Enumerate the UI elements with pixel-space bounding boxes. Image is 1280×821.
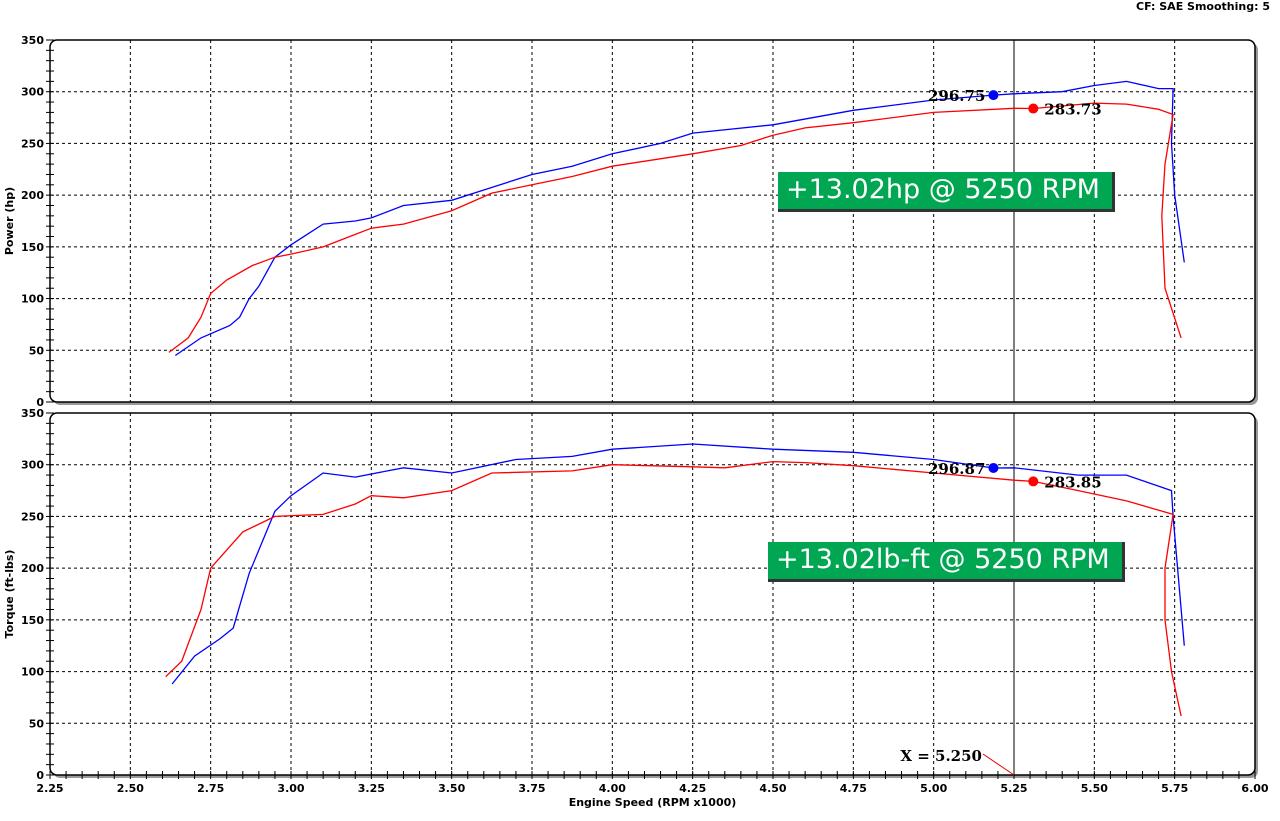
x-tick-label: 3.50 [438,782,465,795]
marker-value-label: 283.73 [1044,101,1101,119]
y-tick-label: 100 [21,666,44,679]
x-tick-label: 4.25 [679,782,706,795]
x-tick-label: 5.25 [1000,782,1027,795]
series-line-blue [171,443,1185,685]
x-axis-label: Engine Speed (RPM x1000) [569,796,737,809]
x-tick-label: 2.50 [117,782,144,795]
x-tick-label: 2.75 [197,782,224,795]
x-tick-label: 6.00 [1241,782,1268,795]
y-tick-label: 50 [29,344,45,357]
power-gain-annotation: +13.02hp @ 5250 RPM [778,172,1115,212]
x-tick-label: 4.75 [840,782,867,795]
marker-value-label: 296.75 [928,87,985,105]
value-marker [988,90,999,101]
y-tick-label: 200 [21,189,44,202]
marker-value-label: 283.85 [1044,473,1101,491]
y-axis-label: Power (hp) [3,187,16,255]
y-tick-label: 50 [29,717,45,730]
power-panel: 0 50 100 150 200 250 300 350 Power (hp) 296.75 283… [3,34,1258,409]
y-tick-label: 300 [21,459,44,472]
series-line-blue [174,80,1185,357]
x-tick-label: 3.75 [518,782,545,795]
y-tick-label: 350 [21,407,44,420]
y-tick-label: 200 [21,562,44,575]
torque-gain-annotation: +13.02lb-ft @ 5250 RPM [768,542,1125,582]
value-marker [1028,103,1039,114]
x-tick-label: 5.00 [920,782,947,795]
y-axis-label: Torque (ft-lbs) [3,550,16,639]
plot-frame [49,39,1256,403]
x-tick-label: 4.50 [759,782,786,795]
series-line-red [168,102,1182,353]
x-tick-label: 3.00 [277,782,304,795]
cursor-leader-line [982,753,1015,776]
x-tick-label: 2.25 [36,782,63,795]
y-tick-label: 250 [21,137,44,150]
marker-value-label: 296.87 [928,460,985,478]
x-tick-label: 3.25 [358,782,385,795]
y-tick-label: 250 [21,510,44,523]
cursor-x-label: X = 5.250 [900,747,982,765]
plot-frame [49,412,1256,776]
y-tick-label: 150 [21,241,44,254]
value-marker [988,462,999,473]
y-tick-label: 350 [21,34,44,47]
x-tick-label: 5.50 [1081,782,1108,795]
series-line-red [165,460,1182,717]
y-tick-label: 0 [36,396,44,409]
value-marker [1028,476,1039,487]
torque-panel: 2.25 2.50 2.75 3.00 3.25 3.50 3.75 4.00 4.25 4.50… [3,407,1269,809]
y-tick-label: 150 [21,614,44,627]
y-tick-label: 300 [21,86,44,99]
y-tick-label: 100 [21,293,44,306]
header-info: CF: SAE Smoothing: 5 [1136,0,1270,13]
x-tick-label: 4.00 [599,782,626,795]
x-tick-label: 5.75 [1161,782,1188,795]
y-tick-label: 0 [36,769,44,782]
